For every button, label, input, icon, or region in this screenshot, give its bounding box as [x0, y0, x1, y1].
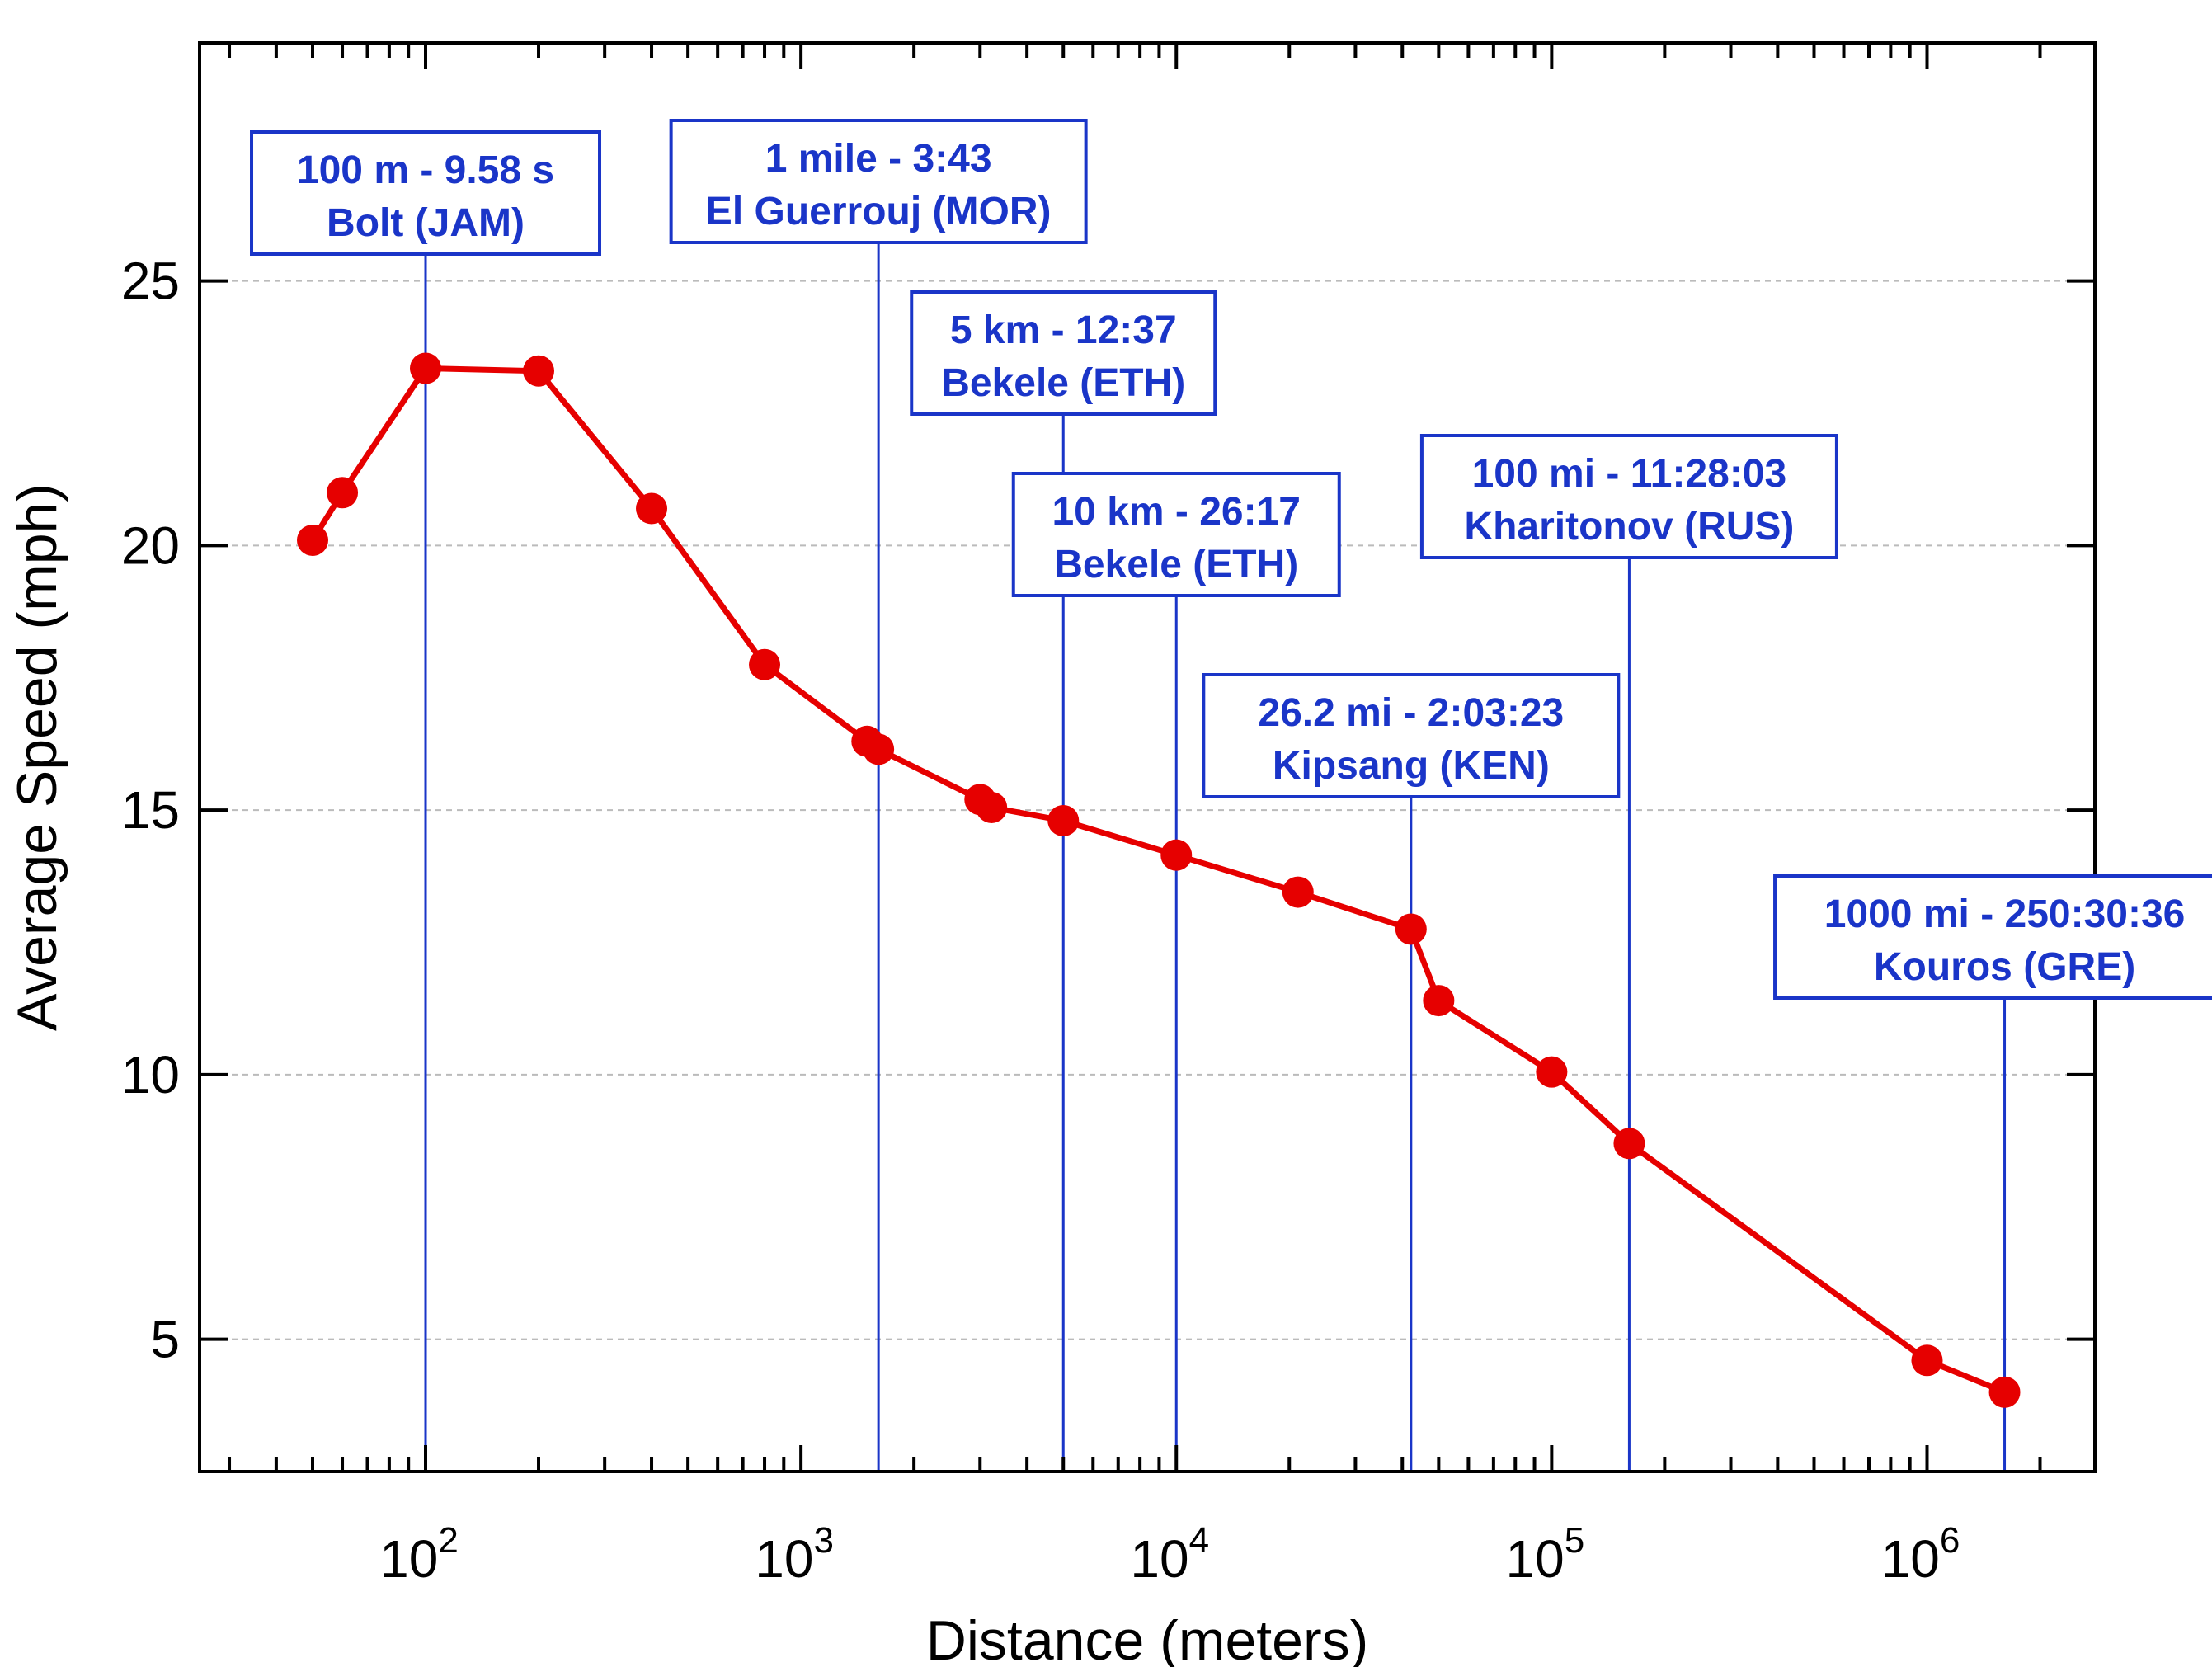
annotation-label: Kipsang (KEN) [1273, 744, 1550, 788]
annotation-label: Bekele (ETH) [1054, 543, 1298, 586]
annotation-label: Bekele (ETH) [941, 361, 1185, 405]
x-tick-label: 103 [755, 1520, 834, 1589]
annotation-label: 100 m - 9.58 s [297, 148, 554, 192]
annotation-label: Kouros (GRE) [1874, 945, 2135, 989]
data-series [297, 352, 2021, 1408]
data-point [1282, 876, 1314, 908]
y-tick-label: 15 [121, 780, 180, 840]
x-axis-label: Distance (meters) [926, 1609, 1369, 1667]
data-point [1395, 913, 1427, 945]
y-tick-label: 20 [121, 516, 180, 575]
annotation-box [1202, 673, 1621, 798]
data-point [1988, 1376, 2021, 1408]
annotation-box [669, 119, 1088, 244]
data-point [297, 524, 329, 556]
data-point [1536, 1056, 1568, 1088]
y-tick-label: 25 [121, 252, 180, 311]
annotation-box [250, 130, 602, 256]
annotation-box [1011, 472, 1341, 597]
y-tick-label: 10 [121, 1045, 180, 1104]
annotation-label: El Guerrouj (MOR) [706, 190, 1052, 233]
x-tick-label: 105 [1506, 1520, 1585, 1589]
data-point [1613, 1128, 1645, 1160]
annotation-lines [424, 243, 2007, 1470]
axis-ticks: 5 10 15 20 25 102 103 104 105 106 [121, 43, 2095, 1589]
data-point [749, 648, 781, 680]
annotation-label: Kharitonov (RUS) [1464, 505, 1794, 549]
y-tick-label: 5 [150, 1310, 180, 1369]
annotation-label: 1000 mi - 250:30:36 [1824, 892, 2186, 936]
x-tick-label: 104 [1130, 1520, 1209, 1589]
x-tick-label: 106 [1881, 1520, 1960, 1589]
annotation-box [1419, 434, 1838, 559]
annotation-boxes: 100 m - 9.58 s Bolt (JAM) 1 mile - 3:43 El … [250, 119, 2212, 1000]
annotation-box [910, 290, 1217, 416]
data-point [976, 791, 1008, 823]
annotation-label: 10 km - 26:17 [1052, 490, 1301, 534]
data-point [410, 352, 442, 384]
data-point [1911, 1344, 1943, 1377]
annotation-label: 26.2 mi - 2:03:23 [1258, 691, 1564, 735]
data-point [1423, 985, 1455, 1017]
data-point [327, 477, 359, 509]
annotation-label: 1 mile - 3:43 [765, 137, 992, 181]
y-axis-label: Average Speed (mph) [6, 483, 68, 1031]
data-point [863, 733, 895, 765]
data-point [1160, 839, 1193, 871]
data-point [1047, 804, 1080, 836]
data-point [523, 355, 555, 387]
annotation-label: Bolt (JAM) [327, 201, 525, 245]
x-tick-label: 102 [379, 1520, 459, 1589]
plot-frame [198, 41, 2097, 1473]
annotation-label: 100 mi - 11:28:03 [1472, 452, 1787, 496]
data-point [636, 492, 668, 525]
annotation-label: 5 km - 12:37 [950, 308, 1177, 352]
annotation-box [1773, 874, 2212, 1000]
